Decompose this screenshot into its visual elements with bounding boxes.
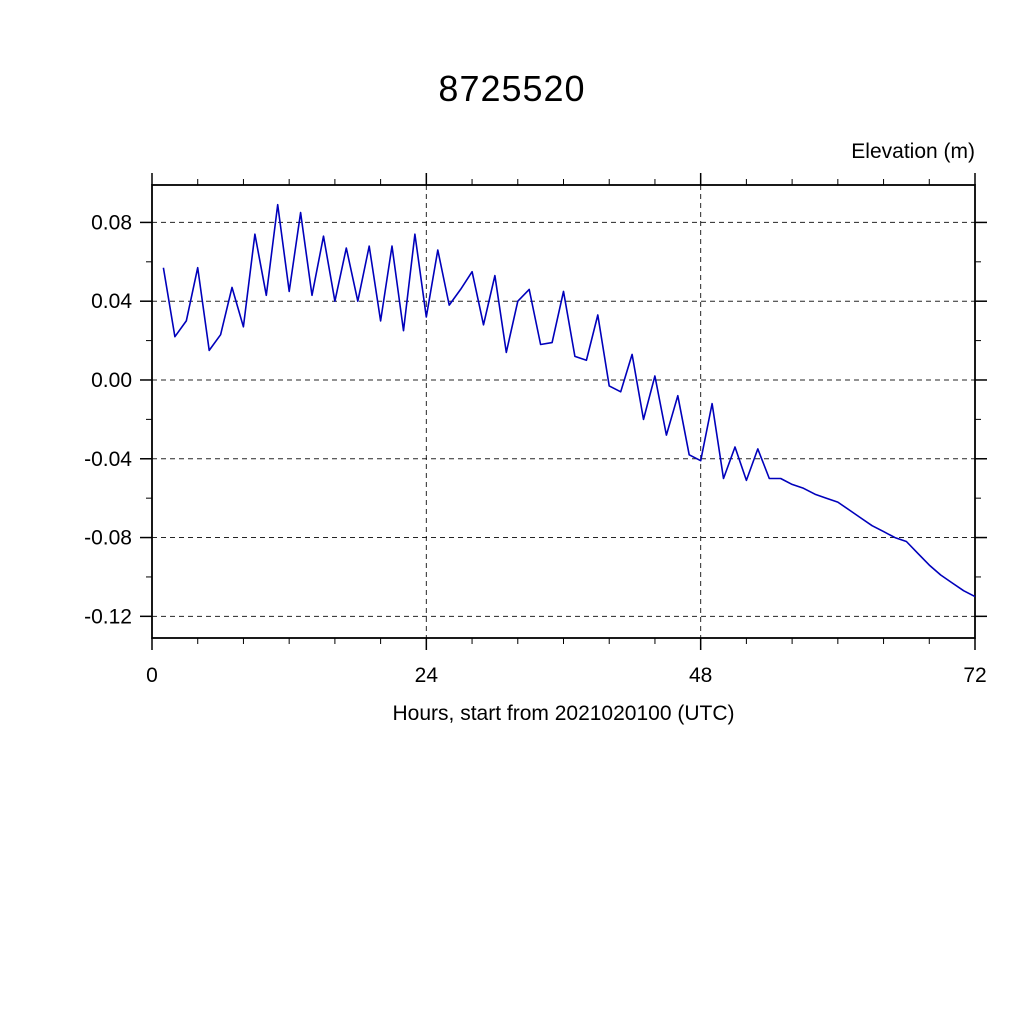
x-tick-label: 0	[146, 664, 158, 687]
y-tick-label: 0.08	[91, 211, 132, 234]
y-tick-label: -0.12	[84, 605, 132, 628]
x-tick-label: 72	[963, 664, 986, 687]
plot-frame	[151, 184, 976, 639]
x-tick-label: 48	[689, 664, 712, 687]
y-tick-label: 0.04	[91, 290, 132, 313]
y-tick-label: -0.04	[84, 448, 132, 471]
y-axis-label: Elevation (m)	[851, 140, 975, 163]
y-tick-label: 0.00	[91, 369, 132, 392]
elevation-line	[162, 203, 976, 598]
x-tick-label: 24	[415, 664, 439, 687]
page-title: 8725520	[438, 68, 586, 109]
x-axis-label: Hours, start from 2021020100 (UTC)	[392, 702, 735, 725]
y-tick-label: -0.08	[84, 527, 132, 550]
